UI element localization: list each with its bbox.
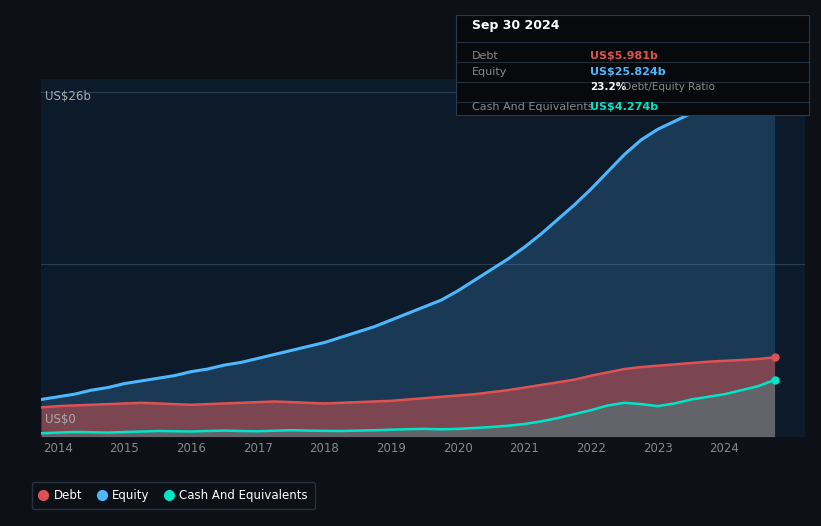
Text: US$25.824b: US$25.824b [590,67,666,77]
Text: Sep 30 2024: Sep 30 2024 [472,19,559,32]
Legend: Debt, Equity, Cash And Equivalents: Debt, Equity, Cash And Equivalents [32,482,315,509]
Text: Cash And Equivalents: Cash And Equivalents [472,102,594,112]
Text: US$26b: US$26b [45,89,91,103]
Text: US$0: US$0 [45,413,76,426]
Text: Equity: Equity [472,67,507,77]
Text: US$5.981b: US$5.981b [590,51,658,61]
Text: US$4.274b: US$4.274b [590,102,658,112]
Text: Debt: Debt [472,51,498,61]
Text: 23.2%: 23.2% [590,82,626,92]
Text: Debt/Equity Ratio: Debt/Equity Ratio [620,82,715,92]
